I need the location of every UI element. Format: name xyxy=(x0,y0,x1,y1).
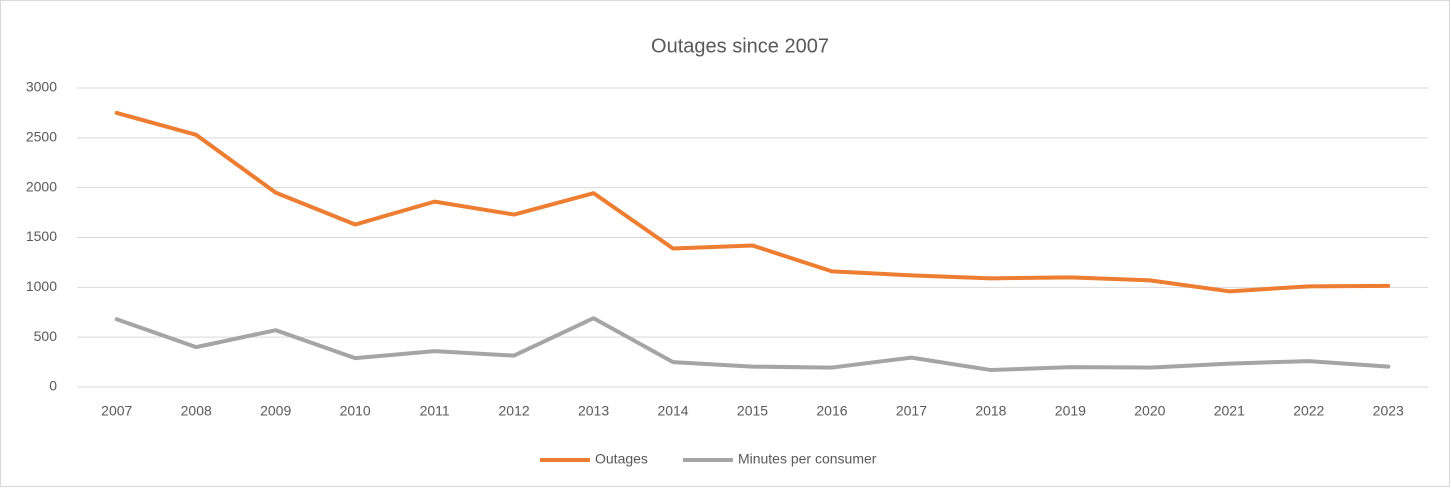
x-tick-label: 2008 xyxy=(181,403,212,419)
chart-title: Outages since 2007 xyxy=(651,35,829,57)
y-tick-label: 2000 xyxy=(26,178,57,194)
y-tick-label: 3000 xyxy=(26,79,57,95)
x-tick-label: 2011 xyxy=(420,403,450,419)
y-tick-label: 0 xyxy=(49,378,57,394)
x-tick-label: 2020 xyxy=(1134,403,1165,419)
x-tick-label: 2014 xyxy=(657,403,688,419)
series-line xyxy=(114,110,1391,294)
x-tick-label: 2010 xyxy=(340,403,371,419)
y-tick-label: 1000 xyxy=(26,278,57,294)
legend-label: Outages xyxy=(595,451,648,467)
x-tick-label: 2022 xyxy=(1293,403,1324,419)
series-line xyxy=(114,316,1391,373)
x-tick-label: 2016 xyxy=(816,403,847,419)
y-tick-label: 1500 xyxy=(26,228,57,244)
x-tick-label: 2019 xyxy=(1055,403,1086,419)
x-tick-label: 2007 xyxy=(101,403,132,419)
x-tick-label: 2017 xyxy=(896,403,927,419)
x-tick-label: 2021 xyxy=(1214,403,1245,419)
x-tick-label: 2012 xyxy=(499,403,530,419)
x-tick-label: 2013 xyxy=(578,403,609,419)
legend-label: Minutes per consumer xyxy=(738,451,877,467)
x-tick-label: 2018 xyxy=(975,403,1006,419)
x-tick-label: 2023 xyxy=(1373,403,1404,419)
y-tick-label: 500 xyxy=(34,328,58,344)
y-tick-label: 2500 xyxy=(26,129,57,145)
x-tick-label: 2015 xyxy=(737,403,768,419)
x-tick-label: 2009 xyxy=(260,403,291,419)
